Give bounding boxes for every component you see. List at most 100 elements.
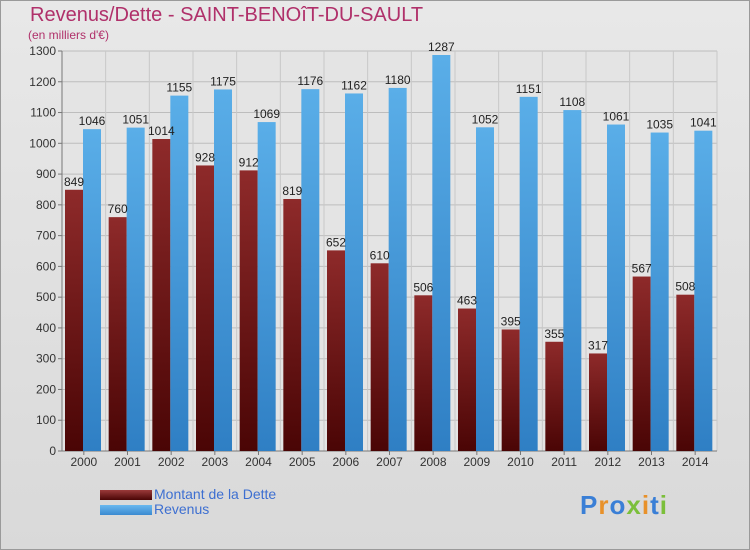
x-tick-label: 2006 [332, 455, 359, 469]
debt-value-label: 395 [501, 314, 521, 328]
debt-value-label: 567 [632, 262, 652, 276]
debt-bar [370, 263, 389, 451]
logo-letter: i [641, 490, 651, 520]
revenue-value-label: 1108 [559, 95, 585, 109]
revenue-value-label: 1046 [79, 114, 106, 128]
x-tick-label: 2000 [70, 455, 97, 469]
revenue-value-label: 1162 [341, 78, 367, 92]
x-tick-label: 2008 [420, 455, 447, 469]
x-tick-label: 2005 [289, 455, 316, 469]
debt-value-label: 849 [64, 175, 84, 189]
debt-bar [414, 295, 433, 451]
revenue-bar [476, 127, 494, 452]
debt-bar [327, 250, 345, 451]
revenue-bar [83, 129, 101, 451]
y-tick-label: 500 [36, 290, 56, 304]
chart-title: Revenus/Dette - SAINT-BENOîT-DU-SAULT [30, 4, 424, 26]
revenue-bar [519, 96, 538, 451]
x-tick-label: 2012 [594, 455, 621, 469]
revenue-value-label: 1176 [297, 74, 323, 88]
debt-bar [196, 165, 214, 451]
debt-bar [65, 189, 83, 451]
y-tick-label: 0 [49, 444, 56, 458]
debt-bar [632, 276, 651, 451]
revenue-bar [607, 124, 625, 452]
revenue-bar [650, 132, 669, 452]
revenue-bar [170, 95, 189, 451]
debt-bar [108, 217, 127, 451]
revenue-value-label: 1175 [210, 74, 236, 88]
logo-letter: P [580, 490, 599, 520]
y-tick-label: 1100 [30, 106, 56, 120]
y-tick-label: 700 [36, 229, 56, 243]
proxiti-logo: Proxiti [580, 490, 668, 521]
revenue-bar [694, 130, 713, 451]
revenue-value-label: 1180 [385, 73, 411, 87]
x-tick-label: 2010 [507, 455, 534, 469]
logo-letter: i [659, 490, 668, 520]
debt-bar [239, 170, 258, 451]
x-tick-label: 2002 [158, 455, 185, 469]
revenue-value-label: 1155 [166, 81, 192, 95]
debt-value-label: 819 [282, 184, 302, 198]
debt-bar [676, 294, 695, 451]
y-tick-label: 800 [36, 198, 56, 212]
debt-value-label: 760 [108, 202, 128, 216]
legend-swatch-debt [100, 490, 152, 500]
x-tick-label: 2007 [376, 455, 403, 469]
debt-bar [458, 308, 476, 451]
logo-letter: t [650, 490, 660, 520]
revenue-value-label: 1052 [472, 112, 499, 126]
revenue-bar [126, 127, 145, 451]
x-tick-label: 2003 [201, 455, 228, 469]
chart-subtitle: (en milliers d'€) [28, 28, 109, 42]
revenue-bar [345, 93, 363, 451]
revenue-bar [388, 87, 407, 451]
revenue-bar [301, 89, 320, 452]
revenue-value-label: 1151 [516, 82, 542, 96]
logo-letter: o [609, 490, 627, 520]
y-tick-label: 400 [36, 321, 56, 335]
x-tick-label: 2009 [463, 455, 490, 469]
revenue-bar [563, 110, 582, 452]
revenue-bar [257, 122, 276, 452]
y-tick-label: 200 [36, 382, 56, 396]
x-tick-label: 2013 [638, 455, 665, 469]
debt-value-label: 355 [544, 327, 564, 341]
revenue-value-label: 1061 [603, 110, 630, 124]
debt-value-label: 610 [370, 248, 390, 262]
y-tick-label: 100 [36, 413, 56, 427]
revenue-value-label: 1287 [428, 40, 455, 54]
revenue-bar [214, 89, 232, 451]
y-tick-label: 1300 [29, 44, 56, 58]
y-tick-label: 1000 [29, 136, 56, 150]
revenue-bar [432, 55, 451, 451]
revenue-value-label: 1051 [122, 113, 149, 127]
x-tick-label: 2014 [682, 455, 709, 469]
debt-bar [589, 353, 607, 451]
debt-value-label: 317 [588, 338, 608, 352]
debt-value-label: 652 [326, 235, 346, 249]
legend-label-revenue: Revenus [154, 501, 210, 517]
revenue-value-label: 1069 [253, 107, 280, 121]
y-tick-label: 900 [36, 167, 56, 181]
revenue-value-label: 1035 [646, 118, 673, 132]
y-tick-label: 300 [36, 352, 56, 366]
debt-value-label: 912 [239, 155, 259, 169]
debt-bar [283, 199, 302, 451]
logo-letter: r [598, 490, 610, 520]
y-tick-label: 600 [36, 259, 56, 273]
debt-bar [501, 329, 520, 451]
debt-bar [152, 139, 171, 451]
debt-bar [545, 341, 564, 451]
logo-letter: x [626, 490, 642, 520]
x-tick-label: 2001 [114, 455, 141, 469]
legend-swatch-revenue [100, 505, 152, 515]
debt-value-label: 508 [675, 280, 695, 294]
debt-value-label: 928 [195, 150, 215, 164]
debt-value-label: 1014 [148, 124, 175, 138]
legend-label-debt: Montant de la Dette [154, 486, 277, 502]
x-tick-label: 2011 [551, 455, 577, 469]
x-tick-label: 2004 [245, 455, 272, 469]
